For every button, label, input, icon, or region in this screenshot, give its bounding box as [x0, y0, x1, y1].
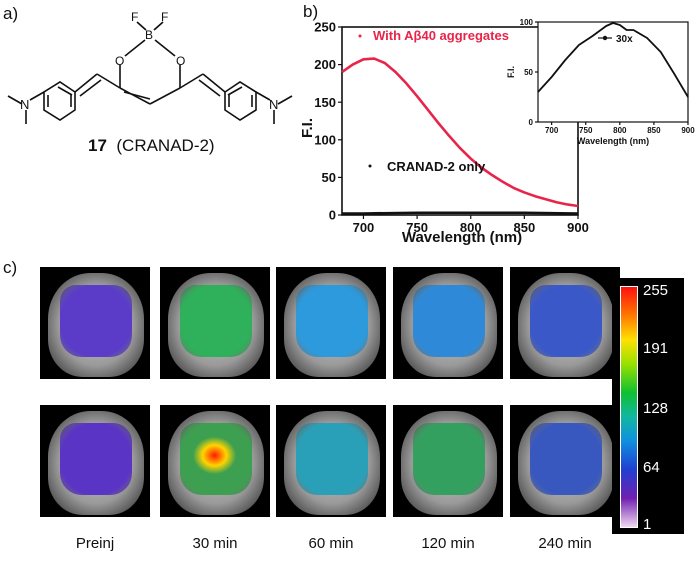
- main-ytick-label-100: 100: [314, 132, 336, 147]
- brain-scan-2-2: [160, 405, 270, 517]
- brain-scan-2-3: [276, 405, 386, 517]
- atom-b: B: [145, 28, 153, 42]
- time-label-30min: 30 min: [192, 535, 238, 552]
- signal-overlay: [413, 423, 485, 495]
- inset-xtick-label-900: 900: [681, 126, 695, 135]
- time-label-preinj: Preinj: [75, 535, 115, 552]
- inset-xtick-label-700: 700: [545, 126, 559, 135]
- signal-overlay: [60, 285, 132, 357]
- colorbar-tick-191: 191: [643, 340, 669, 357]
- colorbar-tick-64: 64: [643, 459, 660, 476]
- time-label-240min: 240 min: [538, 535, 592, 552]
- main-ytick-label-150: 150: [314, 95, 336, 110]
- panel-a-label: a): [3, 4, 19, 23]
- colorbar-panel: 255 191 128 64 1: [612, 278, 684, 534]
- main-series-1: [342, 211, 579, 215]
- main-ytick-label-50: 50: [322, 170, 336, 185]
- atom-n-left: N: [20, 97, 29, 112]
- time-label-120min: 120 min: [421, 535, 475, 552]
- signal-overlay: [60, 423, 132, 495]
- brain-scan-1-5: [510, 267, 620, 379]
- molecule-caption: 17 (CRANAD-2): [88, 136, 215, 156]
- legend-abeta-label: With Aβ40 aggregates: [373, 28, 509, 43]
- brain-scan-2-5: [510, 405, 620, 517]
- main-y-title: F.I.: [299, 118, 316, 138]
- inset-spectrum-chart: 700 750 800 850 900 0 50 100 F.I. Wavelength (n…: [506, 18, 695, 146]
- atom-o1: O: [115, 54, 124, 68]
- main-ytick-label-250: 250: [314, 20, 336, 35]
- brain-scan-1-1: [40, 267, 150, 379]
- colorbar-tick-128: 128: [643, 400, 669, 417]
- brain-scan-1-2: [160, 267, 270, 379]
- time-labels: Preinj 30 min 60 min 120 min 240 min: [0, 535, 700, 565]
- legend-cranad-label: CRANAD-2 only: [387, 159, 486, 174]
- atom-o2: O: [176, 54, 185, 68]
- compound-number: 17: [88, 136, 107, 155]
- inset-series-0: [537, 22, 689, 98]
- panel-b-label: b): [303, 2, 319, 21]
- main-xtick-label-850: 850: [514, 220, 536, 235]
- legend-abeta-marker: [358, 34, 362, 38]
- signal-overlay: [180, 423, 252, 495]
- brain-scan-2-4: [393, 405, 503, 517]
- colorbar-tick-255: 255: [643, 282, 669, 299]
- colorbar-gradient: [620, 286, 638, 528]
- inset-ytick-label-50: 50: [524, 68, 533, 77]
- signal-overlay: [530, 423, 602, 495]
- main-xtick-label-750: 750: [406, 220, 428, 235]
- inset-legend-label: 30x: [616, 34, 633, 45]
- panel-c-label: c): [3, 258, 18, 277]
- brain-scan-1-3: [276, 267, 386, 379]
- main-spectrum-chart: 700 750 800 850 900 0 50 100 150 200 250 F.I. Wave…: [299, 20, 589, 245]
- inset-xtick-label-750: 750: [579, 126, 593, 135]
- legend-cranad-marker: [368, 164, 372, 168]
- brain-scan-2-1: [40, 405, 150, 517]
- compound-name: (CRANAD-2): [116, 136, 215, 155]
- main-ytick-label-0: 0: [329, 208, 336, 223]
- cranad2-structure: F F B O O N N: [7, 10, 293, 124]
- signal-overlay: [180, 285, 252, 357]
- signal-overlay: [296, 423, 368, 495]
- inset-xtick-label-850: 850: [647, 126, 661, 135]
- main-xtick-label-800: 800: [460, 220, 482, 235]
- main-series-0: [341, 57, 579, 208]
- inset-legend-marker: [602, 35, 608, 41]
- molecule-bonds: [7, 21, 293, 124]
- colorbar-tick-1: 1: [643, 516, 652, 533]
- inset-ytick-label-100: 100: [520, 18, 534, 27]
- main-ytick-label-200: 200: [314, 57, 336, 72]
- inset-ytick-label-0: 0: [529, 118, 534, 127]
- brain-scan-1-4: [393, 267, 503, 379]
- atom-n-right: N: [269, 97, 278, 112]
- main-xtick-label-900: 900: [567, 220, 589, 235]
- inset-plot-frame: [537, 21, 689, 123]
- inset-y-title: F.I.: [506, 66, 516, 78]
- main-xtick-label-700: 700: [353, 220, 375, 235]
- signal-overlay: [530, 285, 602, 357]
- main-x-title: Wavelength (nm): [402, 229, 522, 245]
- atom-f2: F: [161, 10, 168, 24]
- signal-overlay: [296, 285, 368, 357]
- atom-f1: F: [131, 10, 138, 24]
- signal-overlay: [413, 285, 485, 357]
- inset-xtick-label-800: 800: [613, 126, 627, 135]
- inset-x-title: Wavelength (nm): [577, 136, 649, 146]
- time-label-60min: 60 min: [308, 535, 354, 552]
